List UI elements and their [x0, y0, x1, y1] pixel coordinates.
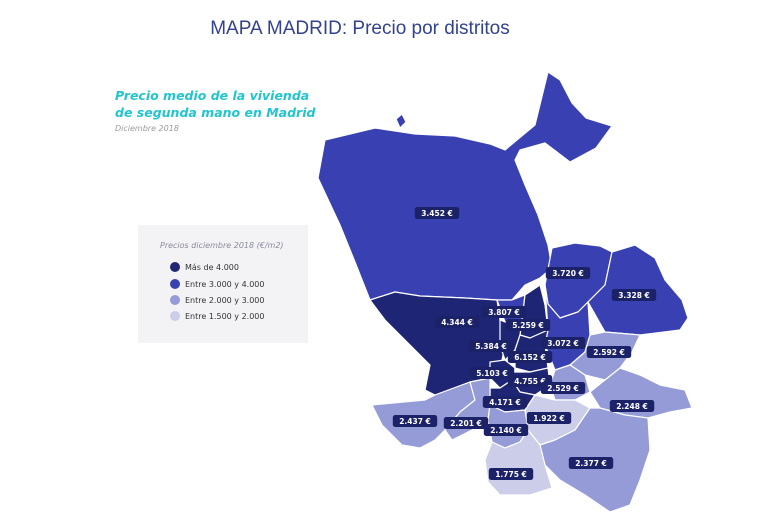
- price-label-text: 2.201 €: [450, 419, 482, 428]
- legend-item-very-high: Más de 4.000: [170, 262, 239, 272]
- district-price-label: 2.140 €: [483, 424, 529, 436]
- district-price-label: 6.152 €: [507, 351, 553, 363]
- district-price-label: 5.259 €: [505, 319, 551, 331]
- district-price-label: 5.103 €: [469, 367, 515, 379]
- price-label-text: 2.140 €: [490, 426, 522, 435]
- price-label-background: [481, 306, 527, 318]
- price-label-background: [468, 340, 514, 352]
- district-price-label: 1.922 €: [526, 412, 572, 424]
- legend: Precios diciembre 2018 (€/m2) Más de 4.0…: [138, 225, 308, 343]
- legend-swatch-icon: [170, 311, 180, 321]
- price-label-text: 3.072 €: [547, 339, 579, 348]
- price-label-text: 1.922 €: [533, 414, 565, 423]
- price-label-text: 5.384 €: [475, 342, 507, 351]
- price-label-background: [540, 337, 586, 349]
- price-label-background: [469, 367, 515, 379]
- price-label-background: [488, 468, 534, 480]
- price-label-background: [414, 207, 460, 219]
- price-label-background: [505, 319, 551, 331]
- district-price-label: 4.171 €: [482, 396, 528, 408]
- price-label-text: 6.152 €: [514, 353, 546, 362]
- legend-item-low: Entre 1.500 y 2.000: [170, 311, 264, 321]
- price-label-text: 4.755 €: [514, 377, 546, 386]
- district-area-fuencarral-tip: [395, 113, 407, 129]
- price-label-text: 3.720 €: [552, 269, 584, 278]
- district-price-label: 2.248 €: [609, 400, 655, 412]
- district-price-label: 2.377 €: [568, 457, 614, 469]
- price-label-background: [443, 417, 489, 429]
- legend-item-high: Entre 3.000 y 4.000: [170, 279, 264, 289]
- legend-item-mid: Entre 2.000 y 3.000: [170, 295, 264, 305]
- district-price-label: 3.328 €: [611, 289, 657, 301]
- price-label-text: 5.103 €: [476, 369, 508, 378]
- price-label-background: [611, 289, 657, 301]
- subtitle-line-2: de segunda mano en Madrid: [115, 105, 316, 120]
- district-price-label: 3.720 €: [545, 267, 591, 279]
- legend-label: Entre 3.000 y 4.000: [185, 279, 265, 289]
- price-label-text: 2.592 €: [593, 348, 625, 357]
- price-label-text: 1.775 €: [495, 470, 527, 479]
- legend-label: Entre 2.000 y 3.000: [185, 295, 265, 305]
- legend-label: Más de 4.000: [185, 262, 239, 272]
- price-label-background: [526, 412, 572, 424]
- page-title: MAPA MADRID: Precio por distritos: [210, 18, 510, 39]
- district-price-label: 3.807 €: [481, 306, 527, 318]
- price-label-background: [586, 346, 632, 358]
- district-price-label: 2.592 €: [586, 346, 632, 358]
- district-price-label: 2.529 €: [540, 382, 586, 394]
- district-price-label: 1.775 €: [488, 468, 534, 480]
- price-label-text: 3.328 €: [618, 291, 650, 300]
- price-label-text: 3.807 €: [488, 308, 520, 317]
- price-label-background: [609, 400, 655, 412]
- district-price-label: 5.384 €: [468, 340, 514, 352]
- price-label-background: [482, 396, 528, 408]
- price-label-background: [540, 382, 586, 394]
- map-date: Diciembre 2018: [115, 124, 179, 133]
- legend-label: Entre 1.500 y 2.000: [185, 311, 265, 321]
- legend-swatch-icon: [170, 262, 180, 272]
- price-label-background: [507, 351, 553, 363]
- price-label-text: 2.377 €: [575, 459, 607, 468]
- subtitle-line-1: Precio medio de la vivienda: [115, 88, 310, 103]
- price-label-text: 4.344 €: [441, 318, 473, 327]
- legend-swatch-icon: [170, 279, 180, 289]
- price-label-text: 2.529 €: [547, 384, 579, 393]
- district-price-label: 3.452 €: [414, 207, 460, 219]
- price-label-text: 5.259 €: [512, 321, 544, 330]
- price-label-background: [568, 457, 614, 469]
- price-label-background: [545, 267, 591, 279]
- district-price-label: 4.344 €: [434, 316, 480, 328]
- legend-swatch-icon: [170, 295, 180, 305]
- price-label-background: [434, 316, 480, 328]
- map-subtitle: Precio medio de la vivienda de segunda m…: [115, 87, 355, 121]
- price-label-text: 2.248 €: [616, 402, 648, 411]
- price-label-background: [483, 424, 529, 436]
- legend-title: Precios diciembre 2018 (€/m2): [160, 241, 284, 250]
- price-label-background: [392, 415, 438, 427]
- district-price-label: 3.072 €: [540, 337, 586, 349]
- district-price-label: 2.437 €: [392, 415, 438, 427]
- price-label-text: 2.437 €: [399, 417, 431, 426]
- price-label-text: 3.452 €: [421, 209, 453, 218]
- district-price-label: 2.201 €: [443, 417, 489, 429]
- price-label-text: 4.171 €: [489, 398, 521, 407]
